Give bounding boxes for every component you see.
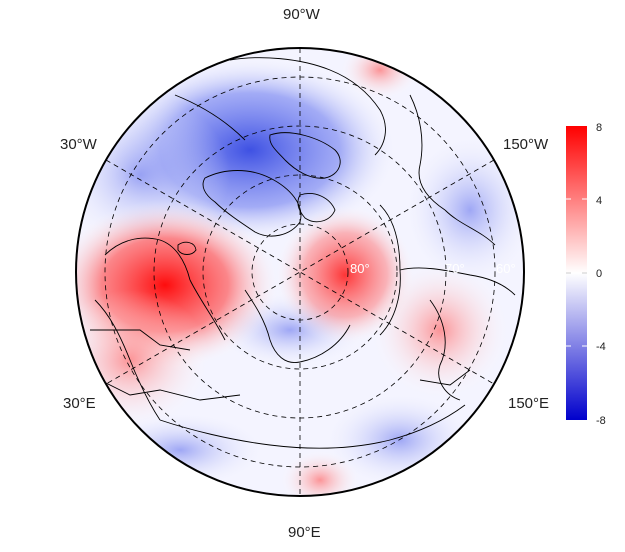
lat-label-80: 80° xyxy=(350,261,370,276)
lon-label-30w: 30°W xyxy=(60,136,97,153)
lon-label-90w: 90°W xyxy=(283,6,320,23)
colorbar-gradient xyxy=(566,126,587,420)
map-frame xyxy=(75,47,525,497)
lat-label-60: 60° xyxy=(496,261,516,276)
colorbar: 8 4 0 -4 -8 xyxy=(566,122,606,427)
lon-label-90e: 90°E xyxy=(288,524,321,541)
graticule xyxy=(104,48,496,496)
colorbar-tick-4: 4 xyxy=(596,195,602,207)
lon-label-30e: 30°E xyxy=(63,395,96,412)
colorbar-tick-neg8: -8 xyxy=(596,415,606,427)
colorbar-tick-0: 0 xyxy=(596,268,602,280)
colorbar-tick-8: 8 xyxy=(596,122,602,134)
lon-label-150e: 150°E xyxy=(508,395,550,412)
lon-label-150w: 150°W xyxy=(503,136,549,153)
coastlines xyxy=(90,57,516,449)
colorbar-tick-neg4: -4 xyxy=(596,341,606,353)
lat-label-70: 70° xyxy=(445,261,465,276)
